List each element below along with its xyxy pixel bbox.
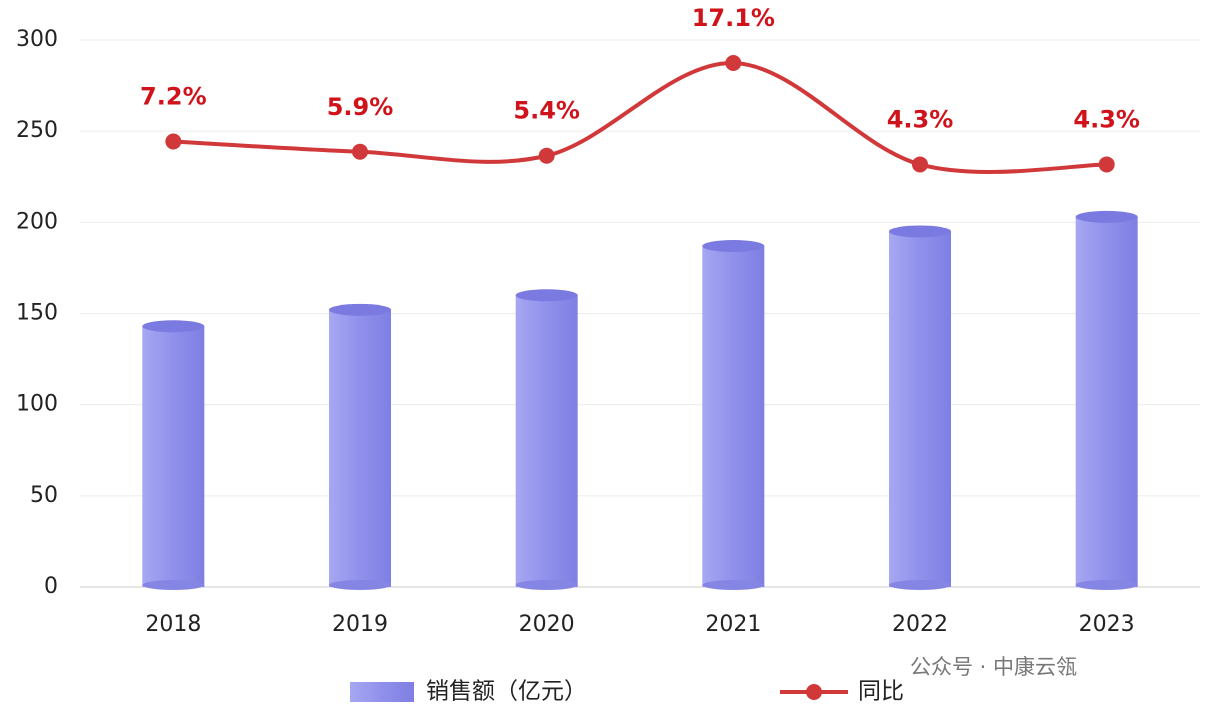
value-label: 5.9% — [327, 93, 394, 121]
y-tick-label: 0 — [44, 574, 58, 599]
y-tick-label: 100 — [16, 392, 58, 417]
bar — [1075, 216, 1138, 587]
y-tick-label: 250 — [16, 118, 58, 143]
y-tick-label: 150 — [16, 301, 58, 326]
x-tick-label: 2020 — [519, 612, 575, 637]
bar-base — [515, 580, 578, 590]
bar-base — [702, 580, 765, 590]
value-label: 5.4% — [513, 97, 580, 125]
line-point — [912, 156, 928, 173]
bar-top — [1075, 210, 1138, 223]
line — [173, 60, 1107, 174]
line-point — [165, 133, 182, 150]
legend-swatch-dot — [806, 684, 822, 700]
bar — [515, 295, 578, 587]
bar-top — [515, 289, 578, 302]
bar-top — [889, 225, 951, 238]
bar-base — [142, 580, 205, 590]
value-label: 7.2% — [140, 82, 207, 110]
y-tick-label: 200 — [16, 209, 58, 234]
x-tick-label: 2021 — [705, 612, 761, 637]
bar-base — [889, 580, 951, 590]
bar-top — [702, 240, 765, 253]
x-tick-label: 2018 — [145, 612, 201, 637]
bar — [142, 326, 205, 587]
value-label: 17.1% — [692, 4, 775, 32]
value-label: 4.3% — [1073, 105, 1140, 133]
legend-label: 同比 — [858, 679, 904, 705]
legend-label: 销售额（亿元） — [426, 679, 587, 705]
line-point — [1098, 156, 1115, 173]
x-tick-label: 2022 — [892, 612, 948, 637]
bar — [329, 309, 391, 587]
line-point — [538, 147, 555, 164]
bar-top — [142, 320, 205, 333]
bar-base — [329, 580, 391, 590]
legend-swatch — [350, 682, 414, 702]
x-tick-label: 2019 — [332, 612, 388, 637]
watermark: 公众号 · 中康云瓴 — [910, 655, 1077, 679]
line-point — [725, 54, 742, 71]
y-tick-label: 300 — [16, 27, 58, 52]
value-label: 4.3% — [887, 105, 954, 133]
bar — [889, 231, 951, 587]
y-tick-label: 50 — [30, 483, 58, 508]
bar-base — [1075, 580, 1138, 590]
x-tick-label: 2023 — [1079, 612, 1135, 637]
bar — [702, 246, 765, 587]
line-point — [352, 143, 368, 160]
bar-top — [329, 303, 391, 316]
